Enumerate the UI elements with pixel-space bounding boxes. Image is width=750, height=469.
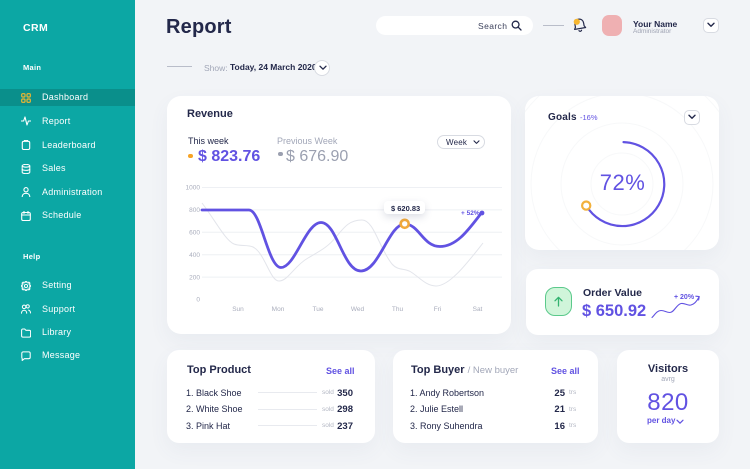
svg-text:Thu: Thu bbox=[392, 306, 404, 313]
svg-text:600: 600 bbox=[189, 230, 200, 237]
svg-text:400: 400 bbox=[189, 252, 200, 259]
svg-text:+ 20%: + 20% bbox=[674, 294, 695, 301]
svg-text:1000: 1000 bbox=[186, 185, 201, 192]
svg-text:Sun: Sun bbox=[232, 306, 244, 313]
svg-text:800: 800 bbox=[189, 207, 200, 214]
svg-text:Sat: Sat bbox=[473, 306, 483, 313]
svg-text:Fri: Fri bbox=[434, 306, 442, 313]
svg-text:Mon: Mon bbox=[272, 306, 285, 313]
svg-text:Wed: Wed bbox=[351, 306, 365, 313]
svg-text:Tue: Tue bbox=[313, 306, 324, 313]
svg-text:200: 200 bbox=[189, 274, 200, 281]
svg-text:0: 0 bbox=[196, 297, 200, 304]
